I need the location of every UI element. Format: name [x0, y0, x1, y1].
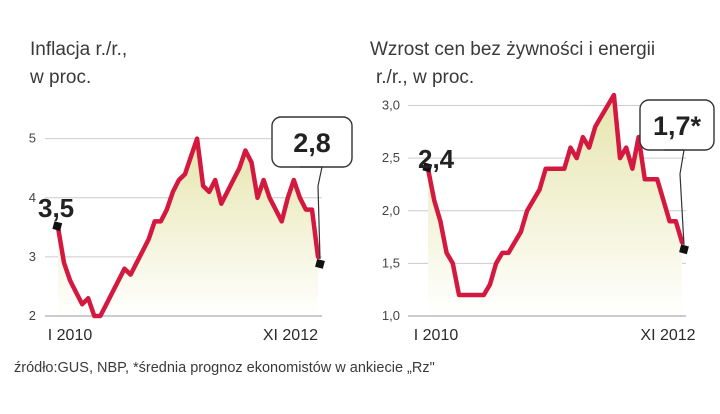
- end-marker: [315, 258, 325, 269]
- chart2-title: Wzrost cen bez żywności i energii r./r.,…: [370, 36, 700, 92]
- chart2-core-inflation: 3,0 2,5 2,0 1,5 1,0 2,4 1,7* I 2010 XI 2012: [382, 92, 715, 344]
- start-value-label: 3,5: [38, 193, 74, 223]
- start-marker: [52, 221, 63, 231]
- y-tick-label: 2,0: [382, 203, 400, 218]
- end-value-label: 2,8: [293, 128, 331, 158]
- series-line: [425, 92, 685, 298]
- y-tick-label: 1,0: [382, 308, 400, 323]
- y-tick-label: 2: [29, 308, 36, 323]
- source-note: źródło:GUS, NBP, *średnia prognoz ekonom…: [14, 360, 435, 376]
- y-tick-label: 1,5: [382, 255, 400, 270]
- y-tick-label: 5: [29, 131, 36, 146]
- y-tick-label: 4: [29, 190, 36, 205]
- y-tick-label: 3: [29, 249, 36, 264]
- end-callout-pointer: [664, 149, 685, 246]
- x-tick-label: XI 2012: [640, 327, 695, 344]
- start-marker: [422, 162, 433, 173]
- series-line: [55, 136, 321, 319]
- x-tick-label: I 2010: [414, 327, 459, 344]
- chart1-title-line2: w proc.: [30, 67, 92, 88]
- x-tick-label: XI 2012: [263, 327, 318, 344]
- end-callout-pointer: [300, 166, 323, 260]
- chart1-title-line1: Inflacja r./r.,: [30, 39, 128, 60]
- chart2-title-line2: r./r., w proc.: [376, 67, 475, 88]
- end-value-label: 1,7*: [653, 111, 702, 141]
- y-tick-label: 2,5: [382, 150, 400, 165]
- y-tick-label: 3,0: [382, 98, 400, 113]
- chart2-title-line1: Wzrost cen bez żywności i energii: [370, 39, 656, 60]
- x-tick-label: I 2010: [48, 327, 93, 344]
- chart1-inflation: 5 4 3 2 3,5 2,8 I 2010 XI 2012: [29, 116, 353, 344]
- end-marker: [679, 244, 689, 255]
- chart1-title: Inflacja r./r., w proc.: [30, 36, 330, 92]
- start-value-label: 2,4: [418, 144, 455, 174]
